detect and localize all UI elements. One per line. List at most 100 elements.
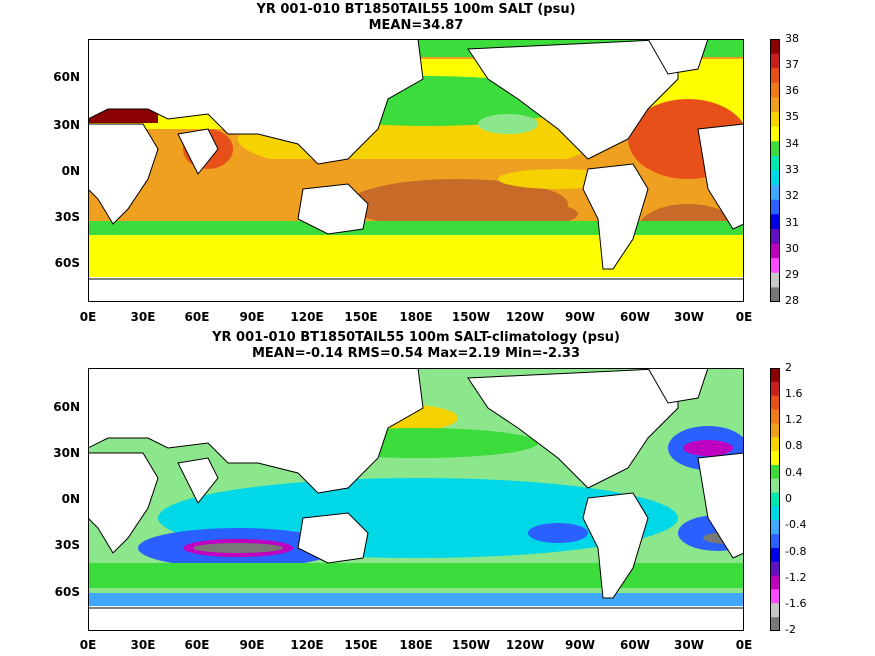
anom-natl-purple — [683, 440, 733, 456]
lat-label: 60N — [53, 70, 80, 84]
land-india — [177, 128, 219, 175]
land-greenland — [647, 39, 709, 75]
lon-label: 150W — [451, 310, 491, 324]
land-australia — [297, 512, 369, 564]
colorbar-label: -1.6 — [785, 597, 807, 610]
land-antarctica — [88, 278, 744, 302]
colorbar-swatch — [770, 82, 780, 98]
colorbar-swatch — [770, 368, 780, 383]
lon-label: 30W — [674, 310, 704, 324]
lon-label: 60W — [620, 310, 650, 324]
colorbar-label: -0.8 — [785, 545, 807, 558]
colorbar-swatch — [770, 97, 780, 113]
colorbar-swatch — [770, 272, 780, 288]
colorbar-swatch — [770, 478, 780, 494]
lon-label: 0E — [79, 310, 97, 324]
anom-so-blue — [88, 593, 744, 608]
land-greenland — [647, 368, 709, 404]
lon-label: 120W — [505, 310, 545, 324]
lon-label: 150W — [451, 638, 491, 652]
colorbar-swatch — [770, 395, 780, 411]
lon-label: 90W — [565, 638, 595, 652]
colorbar-swatch — [770, 561, 780, 577]
colorbar-swatch — [770, 243, 780, 259]
colorbar-label: 0.4 — [785, 466, 803, 479]
lon-label: 0E — [79, 638, 97, 652]
land-india — [177, 457, 219, 504]
colorbar-swatch — [770, 409, 780, 424]
colorbar-label: 31 — [785, 216, 799, 229]
colorbar-label: 34 — [785, 137, 799, 150]
lon-label: 180E — [399, 310, 433, 324]
land-africa — [88, 452, 159, 554]
map-title-1-line1: YR 001-010 BT1850TAIL55 100m SALT (psu) — [256, 2, 576, 17]
colorbar-label: 30 — [785, 242, 799, 255]
colorbar-swatch — [770, 492, 780, 507]
colorbar-swatch — [770, 199, 780, 215]
lon-label: 60E — [184, 310, 210, 324]
colorbar-swatch — [770, 141, 780, 157]
colorbar-label: 38 — [785, 32, 799, 45]
colorbar-swatch — [770, 589, 780, 604]
colorbar-swatch — [770, 53, 780, 69]
land-eurasia — [88, 368, 424, 494]
colorbar-swatch — [770, 126, 780, 142]
map-stats-2: MEAN=-0.14 RMS=0.54 Max=2.19 Min=-2.33 — [251, 346, 581, 361]
lat-label: 60S — [54, 256, 80, 270]
lon-label: 90E — [239, 310, 265, 324]
map-mean-1: MEAN=34.87 — [368, 18, 464, 33]
lat-label: 60S — [54, 585, 80, 599]
colorbar-label: 36 — [785, 84, 799, 97]
lat-label: 0N — [61, 492, 80, 506]
colorbar-2 — [770, 368, 780, 631]
colorbar-swatch — [770, 258, 780, 274]
colorbar-label: -2 — [785, 623, 796, 636]
lon-label: 30W — [674, 638, 704, 652]
colorbar-label: 1.2 — [785, 413, 803, 426]
land-south-america — [582, 163, 649, 270]
colorbar-label: -1.2 — [785, 571, 807, 584]
colorbar-label: 0 — [785, 492, 792, 505]
colorbar-label: 29 — [785, 268, 799, 281]
field-south-green — [88, 221, 744, 235]
lat-label: 30N — [53, 118, 80, 132]
land-africa-east — [697, 123, 744, 230]
land-antarctica — [88, 607, 744, 631]
lon-label: 150E — [344, 310, 378, 324]
colorbar-label: 32 — [785, 189, 799, 202]
lon-label: 120E — [290, 310, 324, 324]
colorbar-swatch — [770, 287, 780, 302]
colorbar-swatch — [770, 423, 780, 438]
lon-label: 60W — [620, 638, 650, 652]
colorbar-swatch — [770, 112, 780, 128]
land-south-america — [582, 492, 649, 599]
lat-label: 60N — [53, 400, 80, 414]
field-red-sea — [88, 109, 158, 123]
land-australia — [297, 183, 369, 235]
colorbar-label: 0.8 — [785, 439, 803, 452]
colorbar-1 — [770, 39, 780, 302]
colorbar-label: -0.4 — [785, 518, 807, 531]
colorbar-label: 33 — [785, 163, 799, 176]
lon-label: 0E — [735, 310, 753, 324]
map-title-2: YR 001-010 BT1850TAIL55 100m SALT-climat… — [88, 330, 744, 362]
colorbar-swatch — [770, 437, 780, 452]
lon-label: 90E — [239, 638, 265, 652]
lon-label: 60E — [184, 638, 210, 652]
colorbar-label: 1.6 — [785, 387, 803, 400]
colorbar-swatch — [770, 617, 780, 631]
colorbar-swatch — [770, 520, 780, 535]
lon-label: 120W — [505, 638, 545, 652]
anom-sio-gray — [193, 543, 283, 553]
colorbar-swatch — [770, 39, 780, 55]
colorbar-swatch — [770, 506, 780, 521]
land-eurasia — [88, 39, 424, 165]
land-africa — [88, 123, 159, 225]
colorbar-swatch — [770, 464, 780, 480]
anom-so-green — [88, 563, 744, 588]
field-pac-salt2 — [478, 202, 578, 226]
map-title-1: YR 001-010 BT1850TAIL55 100m SALT (psu) … — [88, 2, 744, 34]
salinity-map-1 — [88, 39, 744, 302]
colorbar-swatch — [770, 547, 780, 563]
colorbar-swatch — [770, 381, 780, 397]
